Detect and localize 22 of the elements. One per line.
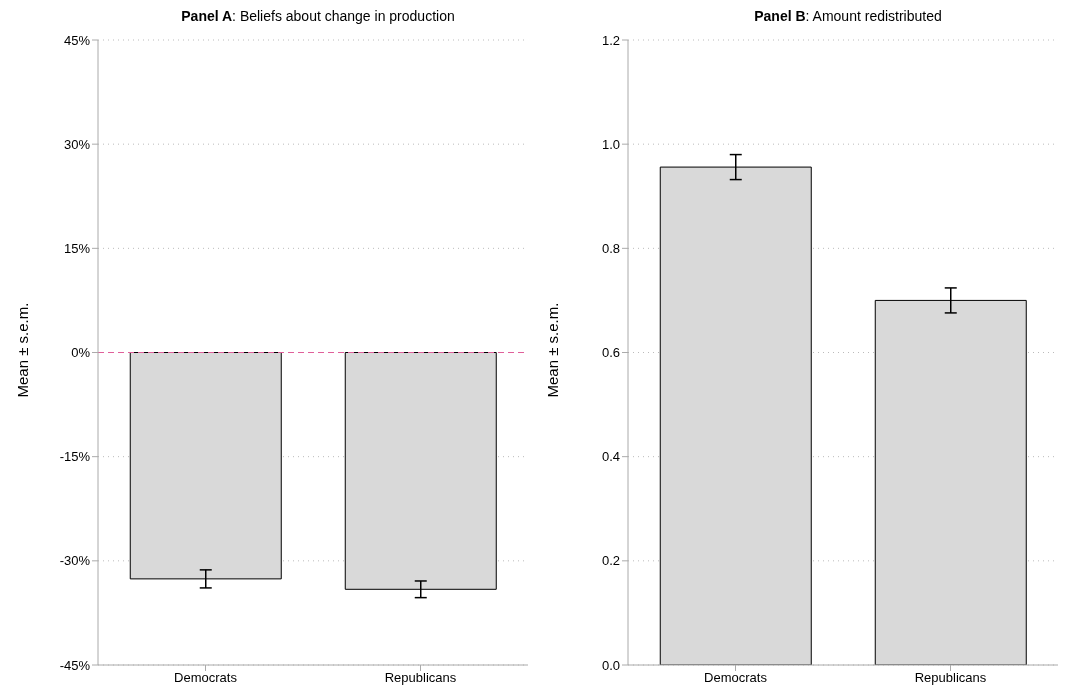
x-tick-label: Republicans: [384, 670, 457, 686]
chart-title: Panel B: Amount redistributed: [753, 8, 943, 26]
chart-title: Panel A: Beliefs about change in production: [180, 8, 456, 26]
y-tick-label: 15%: [63, 240, 91, 256]
y-tick-label: 1.2: [601, 32, 620, 48]
y-tick-label: 0.6: [601, 345, 620, 361]
y-tick-label: 1.0: [601, 136, 620, 152]
x-tick-label: Republicans: [914, 670, 987, 686]
y-tick-label: 0%: [71, 345, 91, 361]
y-tick-label: 45%: [63, 32, 91, 48]
y-tick-label: 0.2: [601, 553, 620, 569]
y-axis-title: Mean ± s.e.m.: [544, 302, 562, 398]
y-tick-label: 0.0: [601, 657, 620, 673]
y-tick-label: 0.4: [601, 449, 620, 465]
y-tick-label: 0.8: [601, 240, 620, 256]
y-tick-label: -30%: [59, 553, 91, 569]
y-tick-label: -15%: [59, 449, 91, 465]
x-tick-label: Democrats: [174, 670, 238, 686]
x-tick-label: Democrats: [704, 670, 768, 686]
y-tick-label: -45%: [59, 657, 91, 673]
y-tick-label: 30%: [63, 136, 91, 152]
y-axis-title: Mean ± s.e.m.: [14, 302, 32, 398]
